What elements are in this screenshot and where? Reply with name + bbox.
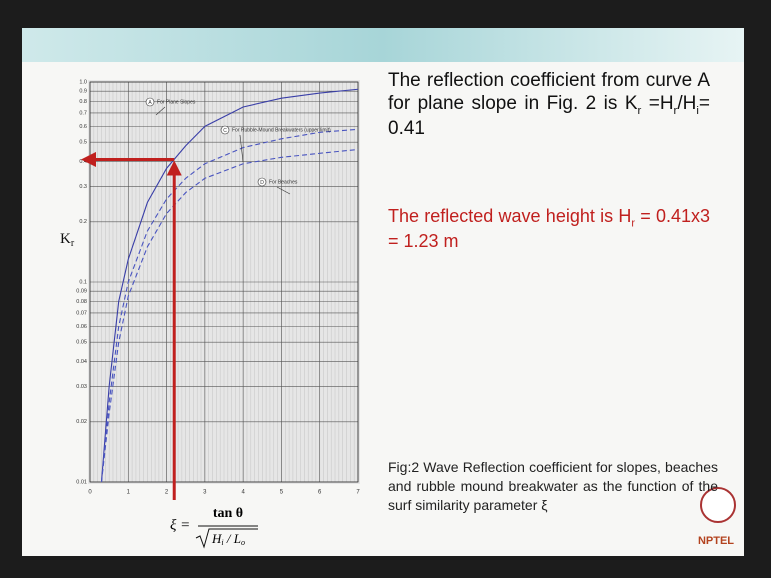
text-run: =H [641,92,674,114]
text-run: = 0.41 [388,92,710,140]
x-tick-label: 6 [318,490,322,496]
sqrt-sign [195,528,258,549]
text-run: = 0.41x3 = 1.23 m [388,206,710,251]
y-label-main: K [60,231,71,247]
explanation: The reflection coefficient from curve A … [388,70,710,141]
y-tick-label: 0.8 [79,99,87,105]
plot: 0.01 0.02 0.03 0.04 0.05 0.06 0.07 0.08 0.09 0.1 0… [60,79,360,549]
logo-circle [700,487,736,523]
y-tick-label: 0.9 [79,89,87,95]
formula-part: / L [224,531,241,546]
y-tick-label: 0.3 [79,184,87,190]
annotation-letter: D [260,180,264,186]
formula-lhs: ξ = [170,517,190,533]
y-tick-label: 0.6 [79,124,87,130]
x-tick-label: 2 [165,490,169,496]
result: The reflected wave height is Hr = 0.41x3… [388,206,710,252]
y-tick-label: 0.08 [76,299,87,305]
text-run: The reflected wave height is H [388,206,632,226]
text-run: r [673,104,678,117]
text-run: /H [677,92,697,114]
series-line [100,128,359,483]
header-band [22,28,744,62]
formula-part: i [221,538,223,547]
plot-frame [89,81,359,483]
annotation-leader [239,134,244,163]
annotation-circle [220,125,230,135]
formula-part: o [241,538,245,547]
annotation-circle [145,97,155,107]
annotation-text: For Rubble-Mound Breakwaters (upper limi… [232,127,331,133]
y-tick-label: 0.1 [79,279,87,285]
text-run: i [696,104,699,117]
y-axis-label: Kr [60,231,75,249]
y-tick-label: 0.01 [76,479,87,485]
y-tick-label: 0.03 [76,384,87,390]
y-tick-label: 0.05 [76,340,87,346]
formula-denominator: Hi / Lo [211,531,245,547]
x-tick-label: 3 [203,490,207,496]
x-tick-label: 5 [280,490,284,496]
y-tick-label: 0.02 [76,419,87,425]
y-tick-label: 0.07 [76,310,87,316]
annotation-text: For Plane Slopes [157,99,196,105]
y-tick-label: 0.5 [79,140,87,146]
annotation-leader [276,186,291,195]
annotation-text: For Beaches [269,179,298,185]
formula-part: H [211,531,222,546]
x-tick-label: 4 [241,490,245,496]
series-line [100,88,359,483]
x-tick-label: 0 [88,490,92,496]
y-tick-label: 0.2 [79,219,87,225]
text-run: r [631,217,635,230]
y-label-sub: r [71,238,75,249]
y-tick-label: 0.09 [76,289,87,295]
figure-caption: Fig:2 Wave Reflection coefficient for sl… [388,459,718,513]
y-tick-label: 0.06 [76,324,87,330]
x-tick-label: 7 [356,490,360,496]
x-tick-label: 1 [127,490,131,496]
y-tick-label: 0.7 [79,110,87,116]
annotation-letter: C [223,128,227,134]
formula-numerator: tan θ [213,506,243,521]
logo: NPTEL [698,487,736,547]
series-line [100,148,359,483]
y-tick-label: 1.0 [79,79,87,85]
logo-text: NPTEL [698,535,734,547]
text-run: r [637,104,642,117]
annotation-circle [257,177,267,187]
annotation-leader [155,106,166,116]
text-run: The reflection coefficient from curve A … [388,70,710,114]
y-tick-label: 0.04 [76,359,87,365]
annotation-letter: A [148,100,152,106]
